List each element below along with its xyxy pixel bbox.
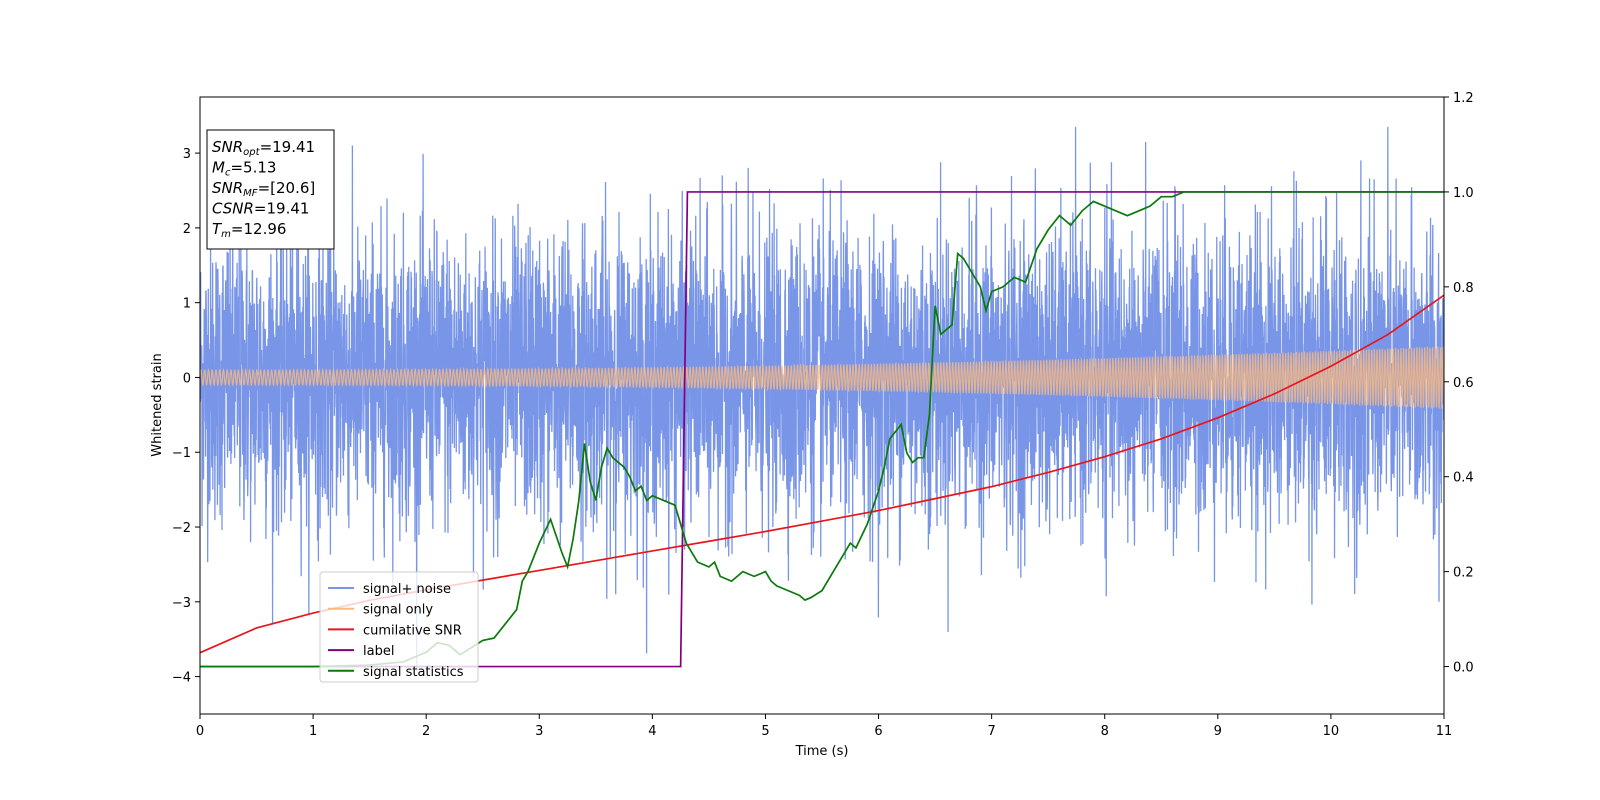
series-signal-noise-line [200,126,1444,671]
x-tick-label: 0 [196,724,204,739]
y-right-tick-label: 0.2 [1453,566,1474,581]
legend-label-signal-noise: signal+ noise [363,582,451,597]
y-tick-label: −3 [172,596,191,611]
y-right-tick-label: 0.6 [1453,376,1474,391]
info-line: SNRMF=[20.6] [212,179,315,199]
x-tick-label: 7 [987,724,995,739]
x-tick-label: 8 [1101,724,1109,739]
y-tick-label: −1 [172,446,191,461]
y-right-tick-label: 0.4 [1453,471,1474,486]
legend-label-signal-statistics: signal statistics [363,665,464,680]
y-right-tick-label: 0.0 [1453,661,1474,676]
info-line: Mc=5.13 [212,159,276,179]
series-signal-statistics-line [200,191,1444,668]
x-tick-label: 10 [1323,724,1340,739]
x-axis-label: Time (s) [795,744,849,759]
series-signal-only-line [200,346,1444,409]
legend-label-signal-only: signal only [363,603,433,618]
x-tick-label: 1 [309,724,317,739]
x-tick-label: 3 [535,724,543,739]
legend [319,571,479,683]
y-tick-label: 0 [183,371,191,386]
x-tick-label: 6 [874,724,882,739]
info-line: SNRopt=19.41 [212,138,315,158]
x-tick-label: 5 [761,724,769,739]
x-tick-label: 2 [422,724,430,739]
x-tick-label: 4 [648,724,656,739]
y-right-tick-label: 1.0 [1453,186,1474,201]
y-right-tick-label: 0.8 [1453,281,1474,296]
y-axis-label: Whitened strain [150,353,165,456]
y-tick-label: −2 [172,521,191,536]
plot-frame [199,96,1445,715]
y-right-tick-label: 1.2 [1453,91,1474,106]
y-tick-label: 1 [183,297,191,312]
y-tick-label: −4 [172,671,191,686]
y-tick-label: 2 [183,222,191,237]
x-tick-label: 11 [1436,724,1453,739]
info-box [206,129,335,250]
info-line: CSNR=19.41 [212,200,309,218]
legend-label-cumulative-snr: cumilative SNR [363,623,462,638]
x-tick-label: 9 [1214,724,1222,739]
info-line: Tm=12.96 [212,220,286,240]
legend-label-label: label [363,644,394,659]
y-tick-label: 3 [183,147,191,162]
